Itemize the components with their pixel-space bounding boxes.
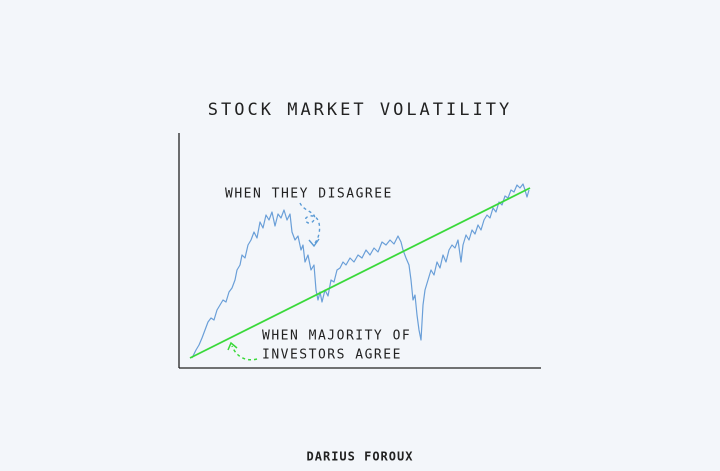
annotation: WHEN MAJORITY OF: [262, 329, 411, 344]
annotation: INVESTORS AGREE: [262, 348, 402, 363]
signature: DARIUS FOROUX: [307, 450, 414, 464]
trend-line: [189, 187, 531, 359]
arrow: [231, 345, 258, 361]
arrowhead: [227, 341, 238, 351]
annotation: WHEN THEY DISAGREE: [225, 187, 393, 202]
arrow: [299, 202, 321, 245]
arrowhead: [308, 238, 320, 248]
title: STOCK MARKET VOLATILITY: [208, 100, 512, 120]
market-line: [191, 183, 530, 359]
